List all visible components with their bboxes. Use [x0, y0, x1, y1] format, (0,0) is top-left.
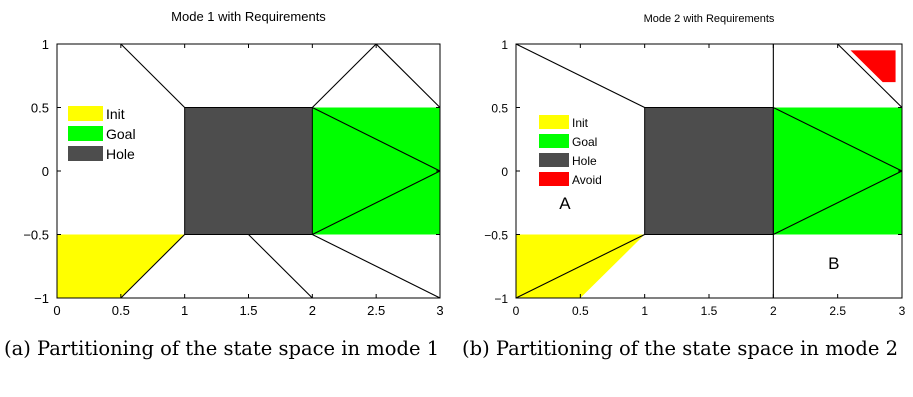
legend-label-init: Init [106, 106, 125, 122]
legend-swatch-hole [68, 146, 103, 161]
legend-label-goal: Goal [106, 126, 136, 142]
legend-swatch-goal [539, 134, 569, 148]
partition-line [773, 107, 903, 172]
region-label-b: B [828, 254, 839, 273]
y-tick-label: −0.5 [23, 228, 49, 243]
x-tick-label: 2.5 [367, 303, 385, 318]
y-tick-label: 0 [501, 165, 508, 179]
y-tick-label: −1 [494, 292, 508, 306]
y-tick-label: 1 [42, 37, 49, 52]
plot-mode-2: Mode 2 with Requirements 0 0.5 1 1.5 2 2.5 3 −1 −… [484, 13, 905, 318]
legend-label-hole: Hole [106, 146, 135, 162]
region-avoid [850, 50, 896, 83]
caption-b: (b) Partitioning of the state space in m… [462, 337, 898, 360]
plot-title: Mode 2 with Requirements [644, 13, 775, 25]
partition-line [248, 234, 313, 299]
partition-line [375, 43, 441, 108]
x-tick-label: 0.5 [572, 304, 589, 318]
legend-swatch-init [68, 106, 103, 121]
legend-label-hole: Hole [572, 154, 597, 168]
y-tick-label: −1 [34, 291, 49, 306]
x-tick-label: 2 [770, 304, 777, 318]
legend-swatch-hole [539, 153, 569, 167]
y-tick-label: −0.5 [484, 229, 508, 243]
region-hole [184, 107, 313, 235]
legend-label-init: Init [572, 116, 589, 130]
x-tick-label: 2.5 [829, 304, 846, 318]
x-tick-label: 3 [436, 303, 443, 318]
partition-line [312, 234, 441, 299]
x-tick-label: 1 [181, 303, 188, 318]
legend-swatch-avoid [539, 172, 569, 186]
x-tick-label: 0.5 [112, 303, 130, 318]
x-tick-label: 1 [641, 304, 648, 318]
x-tick-label: 2 [309, 303, 316, 318]
partition-line [773, 170, 903, 235]
legend-label-goal: Goal [572, 135, 597, 149]
y-tick-label: 0.5 [31, 101, 49, 116]
caption-a: (a) Partitioning of the state space in m… [4, 337, 440, 360]
partition-line [120, 234, 186, 299]
y-tick-label: 0 [42, 164, 49, 179]
legend-label-avoid: Avoid [572, 173, 602, 187]
partition-line [515, 43, 645, 108]
y-tick-label: 1 [501, 38, 508, 52]
x-tick-label: 0 [53, 303, 60, 318]
partition-line [120, 43, 186, 108]
partition-line [837, 43, 903, 108]
x-tick-label: 1.5 [701, 304, 718, 318]
region-label-a: A [559, 194, 571, 213]
partition-line [312, 170, 441, 235]
legend-swatch-goal [68, 126, 103, 141]
plot-mode-1: Mode 1 with Requirements 0 0.5 1 1.5 2 2.5 3 −1 −… [23, 9, 443, 318]
partition-line [311, 43, 377, 108]
x-tick-label: 3 [899, 304, 906, 318]
region-hole [644, 107, 774, 235]
plot-title: Mode 1 with Requirements [171, 9, 326, 24]
partition-line [312, 107, 441, 172]
region-goal [312, 107, 440, 235]
legend-swatch-init [539, 115, 569, 129]
x-tick-label: 0 [513, 304, 520, 318]
y-tick-label: 0.5 [491, 102, 508, 116]
region-goal [773, 107, 902, 235]
partition-line [515, 234, 645, 299]
x-tick-label: 1.5 [239, 303, 257, 318]
region-init [57, 234, 185, 298]
